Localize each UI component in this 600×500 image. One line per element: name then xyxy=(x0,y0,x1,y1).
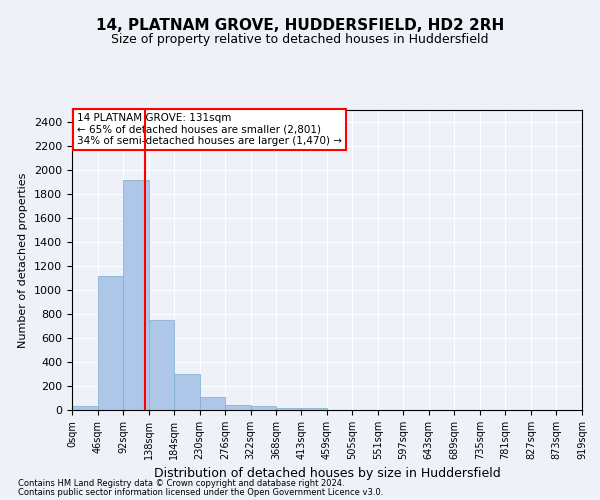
Text: 14, PLATNAM GROVE, HUDDERSFIELD, HD2 2RH: 14, PLATNAM GROVE, HUDDERSFIELD, HD2 2RH xyxy=(96,18,504,32)
Bar xyxy=(98,276,123,410)
Bar xyxy=(174,374,200,410)
Bar xyxy=(276,408,301,410)
Text: 14 PLATNAM GROVE: 131sqm
← 65% of detached houses are smaller (2,801)
34% of sem: 14 PLATNAM GROVE: 131sqm ← 65% of detach… xyxy=(77,113,342,146)
Bar xyxy=(72,406,98,410)
Bar xyxy=(200,398,225,410)
Text: Contains public sector information licensed under the Open Government Licence v3: Contains public sector information licen… xyxy=(18,488,383,497)
X-axis label: Distribution of detached houses by size in Huddersfield: Distribution of detached houses by size … xyxy=(154,468,500,480)
Text: Contains HM Land Registry data © Crown copyright and database right 2024.: Contains HM Land Registry data © Crown c… xyxy=(18,479,344,488)
Bar xyxy=(123,180,149,410)
Text: Size of property relative to detached houses in Huddersfield: Size of property relative to detached ho… xyxy=(111,32,489,46)
Bar xyxy=(301,408,327,410)
Bar xyxy=(225,405,251,410)
Bar xyxy=(149,320,174,410)
Y-axis label: Number of detached properties: Number of detached properties xyxy=(19,172,28,348)
Bar xyxy=(251,406,276,410)
